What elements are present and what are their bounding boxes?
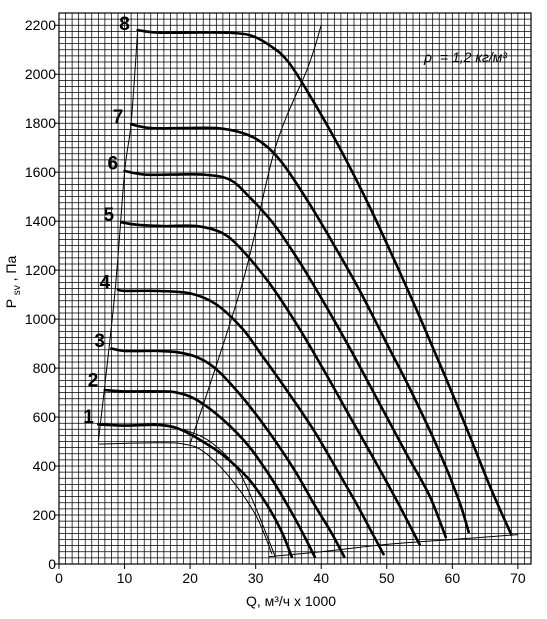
tick-labels: 0 10 20 30 40 50 60 70 0 200 400 600 800 1000 1200 1400…: [25, 17, 526, 586]
y-axis-title-unit: , Па: [3, 256, 19, 282]
x-tick-label: 0: [55, 570, 63, 586]
curve-label-5: 5: [104, 205, 115, 226]
performance-curves: [97, 28, 513, 558]
y-tick-label: 2000: [25, 66, 56, 82]
x-tick-label: 30: [248, 570, 264, 586]
curve-labels: 1 2 3 4 5 6 7 8: [83, 14, 130, 428]
curve-2: [103, 388, 316, 558]
efficiency-line-2: [189, 25, 322, 445]
x-tick-label: 40: [313, 570, 329, 586]
chart-axes: [58, 12, 532, 565]
plot-frame: [58, 12, 532, 565]
y-tick-label: 600: [33, 409, 57, 425]
y-tick-label: 800: [33, 360, 57, 376]
x-tick-label: 50: [379, 570, 395, 586]
y-tick-label: 1200: [25, 262, 56, 278]
x-tick-label: 70: [510, 570, 526, 586]
y-tick-label: 400: [33, 458, 57, 474]
x-tick-label: 60: [445, 570, 461, 586]
x-tick-label: 10: [117, 570, 133, 586]
y-tick-label: 1400: [25, 213, 56, 229]
chart-grid: [59, 13, 531, 564]
x-tick-label: 20: [182, 570, 198, 586]
curve-label-4: 4: [100, 272, 111, 293]
efficiency-line-3: [98, 442, 273, 555]
curve-6: [123, 169, 448, 539]
density-symbol: ρ: [423, 49, 432, 65]
x-axis-title: Q, м³/ч x 1000: [246, 593, 336, 609]
curve-label-2: 2: [88, 370, 99, 391]
curve-label-1: 1: [83, 407, 94, 428]
curve-1: [97, 423, 293, 558]
curve-label-3: 3: [94, 331, 105, 352]
y-tick-label: 0: [48, 556, 56, 572]
y-axis-title: P sv , Па: [3, 256, 23, 309]
efficiency-line-1: [97, 30, 139, 442]
y-tick-label: 1600: [25, 164, 56, 180]
curve-label-8: 8: [119, 14, 130, 35]
y-tick-label: 200: [33, 507, 57, 523]
curve-3: [110, 347, 346, 558]
curve-7: [129, 123, 470, 534]
curve-8: [136, 28, 513, 536]
y-tick-label: 1800: [25, 115, 56, 131]
curve-4: [116, 288, 385, 556]
y-axis-title-sub: sv: [12, 285, 23, 295]
efficiency-lines: [97, 25, 518, 558]
y-tick-label: 2200: [25, 17, 56, 33]
density-text: = 1,2 кг/м³: [440, 49, 507, 65]
curve-label-6: 6: [107, 154, 118, 175]
y-tick-label: 1000: [25, 311, 56, 327]
y-axis-title-main: P: [3, 299, 19, 308]
curve-label-7: 7: [113, 107, 124, 128]
efficiency-line-4: [268, 534, 518, 558]
curve-5: [120, 221, 421, 546]
density-annotation: ρ = 1,2 кг/м³: [423, 49, 507, 65]
